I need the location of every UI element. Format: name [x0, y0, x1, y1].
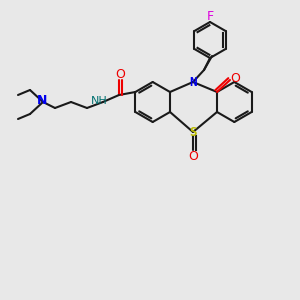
Text: O: O: [230, 71, 240, 85]
Text: O: O: [188, 149, 198, 163]
Text: N: N: [37, 94, 47, 107]
Text: NH: NH: [91, 96, 107, 106]
Text: F: F: [206, 10, 214, 22]
Text: S: S: [189, 125, 197, 139]
Text: N: N: [189, 76, 197, 88]
Text: O: O: [115, 68, 125, 80]
